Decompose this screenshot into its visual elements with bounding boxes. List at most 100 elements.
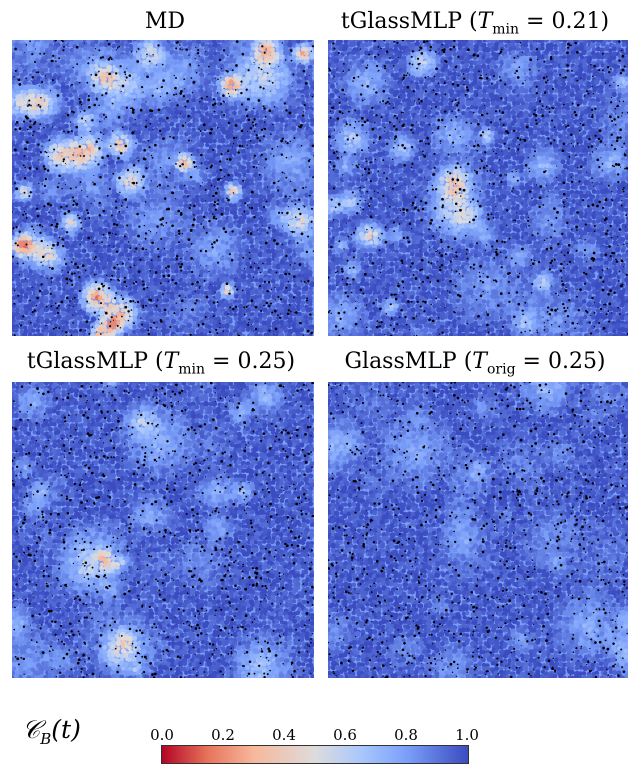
particle (254, 46, 259, 52)
particle (301, 290, 306, 295)
particle (183, 287, 189, 292)
particle (161, 109, 168, 115)
particle (254, 147, 261, 154)
particle (257, 129, 263, 135)
particle (288, 172, 293, 177)
particle (64, 50, 70, 56)
particle (244, 125, 251, 132)
particle (115, 75, 121, 81)
particle (199, 105, 205, 110)
particle (304, 105, 310, 111)
particle (97, 269, 103, 274)
particle (219, 256, 225, 261)
particle (132, 134, 138, 140)
particle (194, 188, 201, 195)
particle (258, 119, 264, 125)
particle (26, 290, 33, 296)
particle (244, 100, 251, 107)
particle (22, 58, 27, 64)
particle (136, 218, 141, 224)
particle (97, 235, 103, 240)
particle (132, 148, 138, 154)
particle (26, 156, 32, 162)
particle (279, 251, 284, 257)
particle (233, 214, 239, 220)
particle (135, 88, 141, 95)
particle (68, 155, 74, 161)
particle (228, 319, 233, 324)
particle (173, 118, 178, 123)
particle (13, 327, 19, 333)
particle (110, 167, 117, 174)
particle (90, 80, 95, 86)
particle (127, 286, 133, 291)
particle (241, 168, 247, 175)
particle (259, 113, 264, 119)
particle (179, 130, 184, 136)
particle (204, 68, 210, 74)
particle (99, 99, 106, 106)
particle (284, 55, 289, 60)
particle (135, 107, 140, 112)
particle (156, 252, 163, 259)
particle (206, 96, 212, 102)
particle (115, 139, 121, 145)
particle (165, 87, 171, 94)
particle (249, 71, 255, 77)
particle (177, 221, 183, 228)
particle (15, 90, 21, 95)
particle (228, 125, 234, 132)
particle (69, 315, 75, 320)
particle (278, 110, 284, 117)
particle (143, 84, 149, 90)
particle (169, 43, 175, 48)
particle (131, 94, 137, 99)
particle (42, 260, 49, 266)
particle (64, 152, 69, 157)
particle (217, 122, 223, 129)
particle (265, 81, 271, 87)
particle (295, 121, 301, 127)
particle (161, 56, 167, 61)
particle (228, 40, 234, 44)
particle (169, 155, 174, 161)
particle (30, 152, 36, 158)
particle (14, 122, 20, 127)
particle (51, 129, 58, 136)
particle (18, 100, 25, 107)
particle (181, 96, 187, 102)
particle (300, 300, 306, 305)
particle (64, 134, 70, 139)
particle (182, 274, 188, 279)
particle (228, 311, 234, 316)
particle (89, 303, 95, 308)
particle (215, 310, 221, 317)
particle (144, 277, 150, 283)
particle (163, 143, 168, 148)
particle (304, 42, 310, 47)
particle (122, 163, 129, 170)
particle (208, 159, 214, 165)
panel-title-main: MD (145, 9, 185, 34)
particle (270, 142, 277, 149)
particle (227, 58, 234, 64)
particle (186, 67, 193, 74)
particle (145, 243, 151, 249)
particle (69, 64, 75, 70)
particle (14, 214, 19, 219)
particle (13, 167, 20, 174)
particle (77, 235, 83, 241)
particle (174, 293, 180, 299)
particle (203, 105, 209, 111)
particle (52, 281, 57, 286)
particle (217, 148, 223, 154)
particle (36, 323, 41, 329)
particle (32, 256, 38, 262)
particle (81, 83, 86, 89)
particle (65, 59, 71, 65)
particle (157, 155, 162, 160)
particle (136, 93, 142, 99)
particle (274, 106, 279, 112)
particle (200, 109, 206, 115)
particle (55, 138, 61, 144)
